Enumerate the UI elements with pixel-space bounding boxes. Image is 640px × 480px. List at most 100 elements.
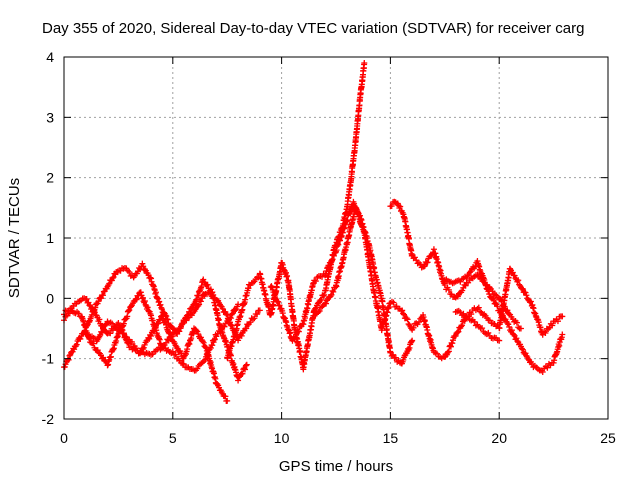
y-axis-title: SDTVAR / TECUs (6, 178, 23, 298)
data-point (89, 304, 96, 311)
data-point (100, 326, 107, 333)
data-point (139, 294, 146, 301)
data-point (228, 322, 235, 329)
data-point (235, 337, 242, 344)
data-point (517, 325, 524, 332)
data-point (504, 307, 511, 314)
data-point (295, 328, 302, 335)
data-point (275, 298, 282, 305)
data-point (238, 332, 245, 339)
data-point (256, 307, 263, 314)
data-point (193, 327, 200, 334)
data-point (270, 289, 277, 296)
data-point (406, 344, 413, 351)
data-point (312, 305, 319, 312)
data-point (458, 323, 465, 330)
data-point (217, 328, 224, 335)
data-point (318, 296, 325, 303)
data-point (323, 297, 330, 304)
data-point (137, 289, 144, 296)
data-point (321, 291, 328, 298)
data-point (150, 328, 157, 335)
y-tick-label: -2 (42, 411, 55, 427)
data-point (459, 322, 466, 329)
data-point (229, 310, 236, 317)
data-point (65, 356, 72, 363)
data-point (210, 291, 217, 298)
data-point (91, 309, 98, 316)
data-point (403, 315, 410, 322)
data-point (239, 370, 246, 377)
data-point (329, 256, 336, 263)
data-point (486, 291, 493, 298)
data-point (124, 313, 131, 320)
data-point (408, 338, 415, 345)
data-point (167, 330, 174, 337)
series-track (311, 205, 503, 362)
data-point (128, 303, 135, 310)
data-point (204, 352, 211, 359)
x-axis-title: GPS time / hours (279, 458, 393, 475)
data-point (322, 270, 329, 277)
data-point (320, 292, 327, 299)
data-point (247, 319, 254, 326)
y-tick-label: -1 (42, 351, 55, 367)
data-point (504, 319, 511, 326)
data-point (527, 298, 534, 305)
x-tick-label: 20 (491, 430, 507, 446)
data-point (243, 361, 250, 368)
data-point (361, 60, 368, 67)
data-point (401, 311, 407, 318)
data-point (232, 307, 239, 314)
data-point (454, 293, 461, 300)
data-point (99, 329, 106, 336)
data-point (148, 332, 155, 339)
y-tick-label: 4 (46, 49, 54, 65)
data-point (330, 252, 337, 259)
data-point (172, 351, 179, 358)
data-point (392, 354, 399, 361)
data-point (449, 340, 456, 347)
y-tick-label: 2 (46, 170, 54, 186)
data-point (133, 296, 140, 303)
data-point (519, 285, 526, 292)
axis-ticks: 0 5 10 15 20 25 -2 -1 0 1 2 3 4 (42, 49, 616, 446)
data-point (445, 286, 452, 293)
data-point (227, 315, 234, 322)
data-point (71, 346, 78, 353)
data-point (329, 287, 336, 294)
data-point (197, 298, 204, 305)
data-point (84, 331, 91, 338)
data-point (397, 203, 404, 210)
x-tick-label: 25 (600, 430, 616, 446)
data-point (254, 311, 261, 318)
data-point (559, 313, 566, 320)
data-point (228, 311, 235, 318)
data-point (447, 343, 454, 350)
grid (64, 57, 608, 419)
data-point (388, 203, 395, 210)
data-point (399, 307, 406, 314)
data-point (518, 345, 525, 352)
chart-title: Day 355 of 2020, Sidereal Day-to-day VTE… (42, 20, 584, 37)
series-track (61, 295, 231, 405)
data-point (523, 292, 530, 299)
data-points (61, 60, 566, 405)
data-point (61, 363, 68, 370)
data-point (454, 329, 461, 336)
data-point (99, 292, 106, 299)
data-point (161, 318, 168, 325)
data-point (211, 336, 218, 343)
data-point (514, 338, 521, 345)
data-point (559, 331, 566, 338)
x-tick-label: 0 (60, 430, 68, 446)
data-point (459, 287, 466, 294)
data-point (312, 278, 319, 285)
data-point (235, 377, 242, 384)
data-point (549, 322, 556, 329)
data-point (169, 348, 176, 355)
data-point (83, 295, 90, 302)
series-track (452, 265, 566, 338)
data-point (528, 360, 535, 367)
data-point (323, 300, 330, 307)
